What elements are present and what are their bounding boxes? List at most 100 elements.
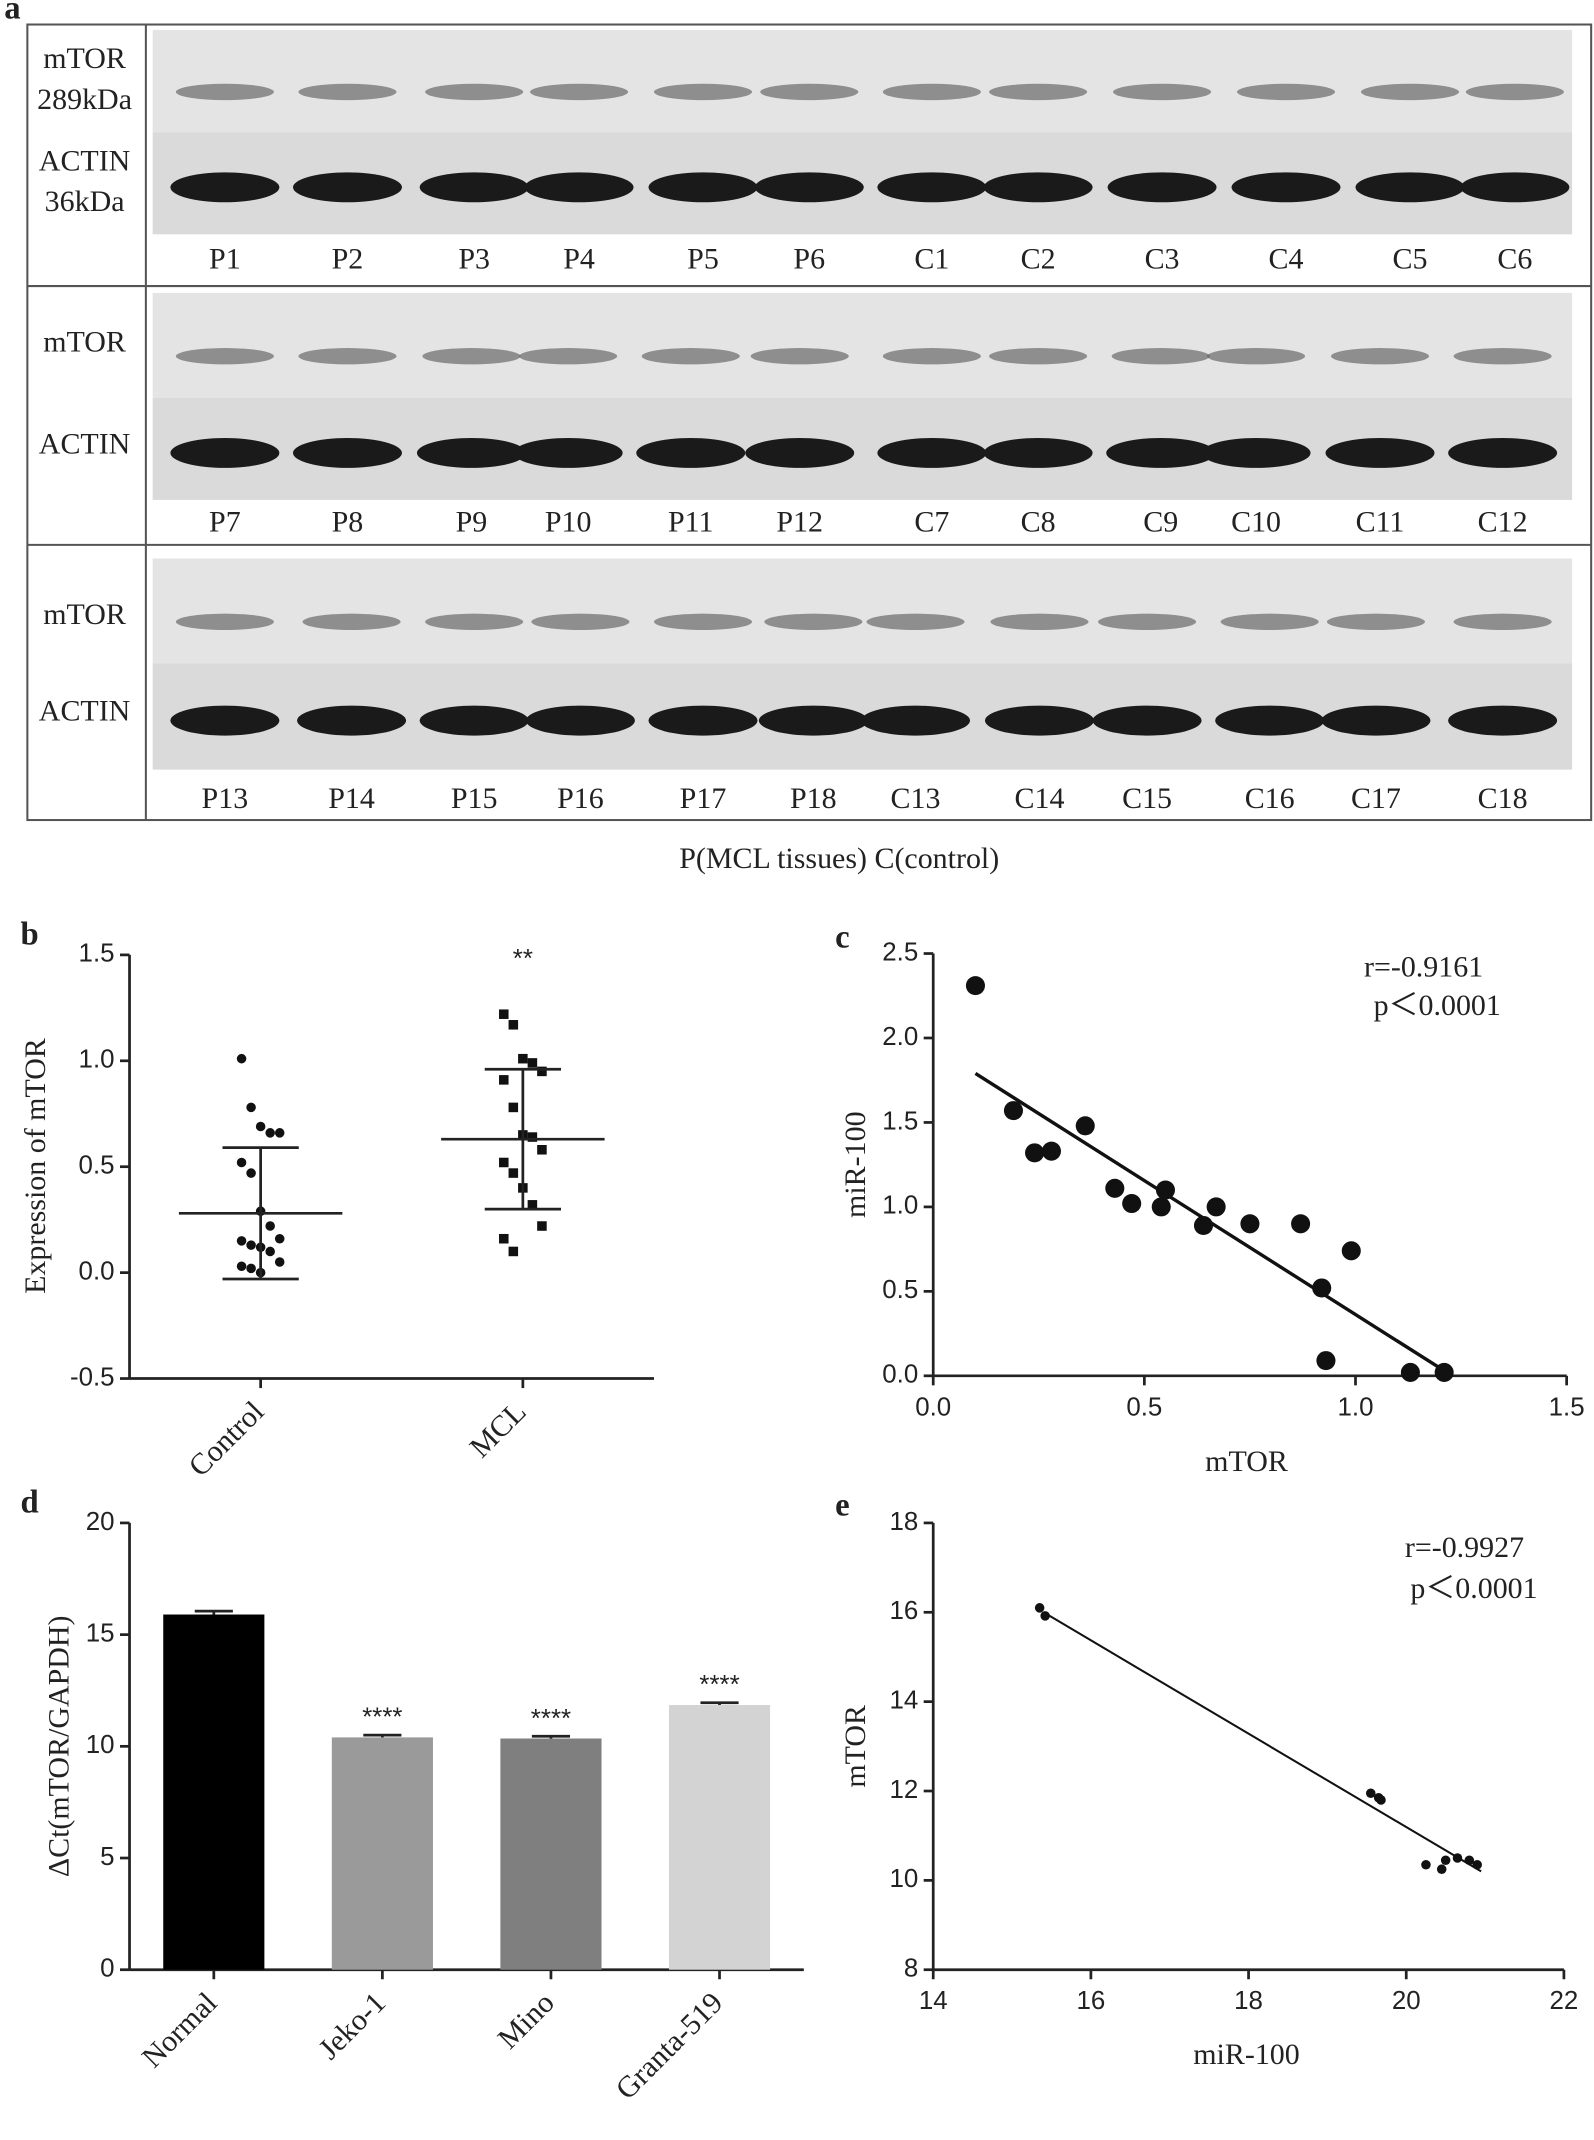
band	[292, 437, 402, 468]
band	[1325, 437, 1435, 468]
point	[1003, 1101, 1023, 1121]
y-tick-label: 0.0	[882, 1361, 918, 1389]
point	[499, 1157, 509, 1168]
band	[877, 172, 987, 203]
band	[170, 437, 280, 468]
lane-label: C13	[891, 782, 941, 815]
x-tick-label: 1.0	[1338, 1393, 1374, 1421]
y-tick-label: 5	[100, 1843, 114, 1871]
band	[175, 83, 274, 101]
lane-label: P14	[328, 782, 375, 815]
band	[636, 437, 746, 468]
x-tick-label: 16	[1077, 1987, 1106, 2015]
annotation: ****	[362, 1704, 402, 1732]
panel-label: a	[4, 0, 20, 26]
lane-label: C8	[1021, 505, 1056, 538]
y-tick-label: 8	[904, 1955, 918, 1983]
band	[758, 705, 868, 736]
y-tick-label: 1.0	[882, 1192, 918, 1220]
band	[419, 172, 529, 203]
band	[984, 705, 1094, 736]
point	[246, 1102, 256, 1113]
blot-label: mTOR	[43, 598, 126, 631]
band	[760, 83, 859, 101]
band	[1106, 437, 1216, 468]
lane-label: P7	[209, 505, 241, 538]
band	[302, 613, 401, 631]
point	[1400, 1362, 1420, 1382]
y-tick-label: 1.5	[882, 1107, 918, 1135]
point	[527, 1132, 538, 1142]
lane-label: P2	[332, 242, 364, 275]
point	[265, 1246, 275, 1257]
point	[274, 1128, 285, 1138]
band	[416, 437, 526, 468]
point	[508, 1102, 519, 1113]
lane-label: C2	[1021, 242, 1056, 275]
panel-label: b	[21, 917, 39, 953]
point	[508, 1168, 519, 1178]
lane-label: P10	[545, 505, 592, 538]
x-tick-label: Normal	[136, 1986, 224, 2074]
bar	[331, 1737, 433, 1970]
blot-caption: P(MCL tissues) C(control)	[679, 842, 999, 875]
band	[1330, 348, 1430, 365]
lane-label: C3	[1145, 242, 1180, 275]
band	[170, 705, 280, 736]
x-tick-label: 1.5	[1549, 1393, 1585, 1421]
y-axis-title: ΔCt(mTOR/GAPDH)	[42, 1615, 75, 1877]
lane-label: P5	[687, 242, 719, 275]
x-tick-label: Granta-519	[610, 1986, 730, 2106]
lane-label: P1	[209, 242, 241, 275]
band	[1453, 348, 1552, 365]
band	[1113, 83, 1212, 101]
point	[1151, 1197, 1171, 1217]
point	[236, 1157, 247, 1168]
band	[425, 83, 524, 101]
point	[1436, 1864, 1447, 1874]
y-axis-title: Expression of mTOR	[19, 1038, 52, 1294]
lane-label: C11	[1356, 505, 1405, 538]
y-tick-label: 0.5	[79, 1152, 115, 1180]
band	[524, 172, 634, 203]
y-tick-label: 0	[100, 1955, 114, 1983]
band	[653, 83, 753, 101]
band	[513, 437, 623, 468]
y-tick-label: 20	[86, 1508, 115, 1536]
band	[1098, 613, 1197, 631]
lane-label: P17	[680, 782, 727, 815]
y-tick-label: -0.5	[70, 1363, 115, 1391]
point	[1316, 1351, 1336, 1371]
lane-label: P8	[332, 505, 364, 538]
band	[1448, 437, 1558, 468]
point	[1376, 1795, 1386, 1805]
y-tick-label: 0.0	[79, 1257, 115, 1285]
x-axis-title: miR-100	[1193, 2038, 1300, 2071]
lane-label: C10	[1231, 505, 1281, 538]
y-axis-title: mTOR	[839, 1705, 872, 1788]
lane-label: P16	[557, 782, 604, 815]
band	[990, 613, 1089, 631]
y-tick-label: 0.5	[882, 1276, 918, 1304]
y-axis-title: miR-100	[839, 1111, 872, 1218]
point	[499, 1075, 509, 1085]
lane-label: P9	[456, 505, 488, 538]
point	[499, 1233, 509, 1244]
annotation: ****	[699, 1671, 739, 1699]
point	[508, 1246, 519, 1257]
band	[519, 348, 618, 365]
point	[265, 1128, 275, 1138]
point	[236, 1236, 247, 1246]
lane-label: C17	[1351, 782, 1401, 815]
blot-label: 36kDa	[45, 185, 125, 218]
lane-label: P3	[458, 242, 490, 275]
x-tick-label: Jeko-1	[312, 1986, 392, 2066]
lane-label: C9	[1143, 505, 1178, 538]
lane-label: C12	[1478, 505, 1528, 538]
annotation: r=-0.9927	[1405, 1531, 1524, 1564]
band	[764, 613, 863, 631]
gel	[152, 558, 1573, 664]
point	[274, 1257, 285, 1267]
band	[175, 348, 274, 365]
